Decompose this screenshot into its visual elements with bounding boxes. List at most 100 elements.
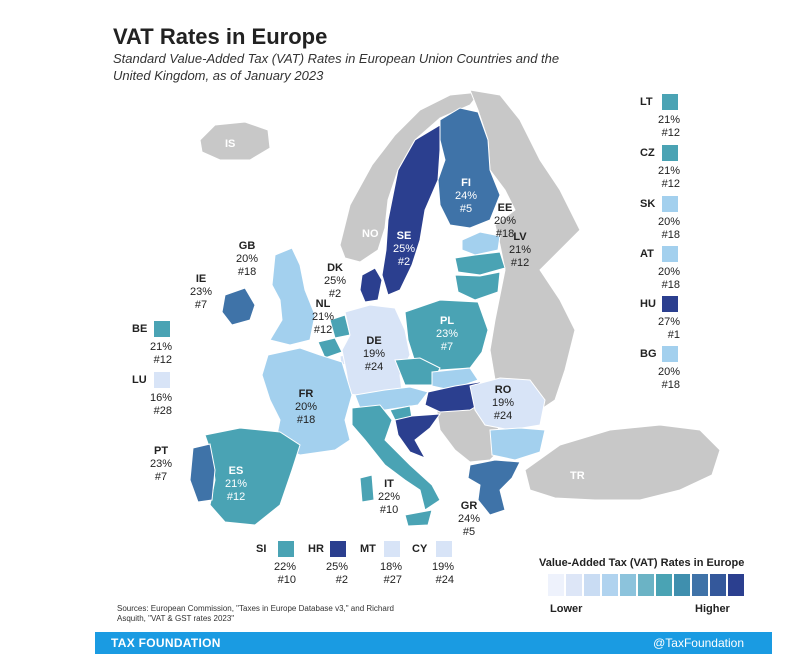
- italy-shape: [351, 404, 441, 511]
- label-de: DE 19% #24: [363, 335, 385, 374]
- label-no: NO: [362, 228, 379, 241]
- color-scale: [548, 574, 746, 601]
- label-se-code: SE: [396, 230, 412, 242]
- legend-si: SI 22% #10: [256, 541, 296, 587]
- spain-shape: [204, 427, 301, 526]
- label-de-rank: #24: [364, 361, 384, 373]
- scale-swatch: [656, 574, 672, 596]
- scale-swatch: [548, 574, 564, 596]
- scale-swatch: [710, 574, 726, 596]
- legend-hu: HU 27% #1: [628, 296, 680, 342]
- label-gb-rate: 20%: [236, 253, 259, 265]
- label-pt-code: PT: [153, 445, 169, 457]
- label-es: ES 21% #12: [225, 465, 247, 504]
- legend-sk-rate: 20%: [657, 216, 680, 228]
- label-ee-code: EE: [497, 202, 513, 214]
- scale-swatch: [638, 574, 654, 596]
- label-ro: RO 19% #24: [492, 384, 514, 423]
- label-de-rate: 19%: [363, 348, 386, 360]
- legend-lu: LU 16% #28: [120, 372, 172, 418]
- legend-mt-rank: #27: [383, 574, 402, 586]
- legend-lu-code: LU: [132, 374, 147, 386]
- legend-hu-rank: #1: [667, 329, 680, 341]
- legend-lt-code: LT: [640, 96, 653, 108]
- label-es-rate: 21%: [225, 478, 248, 490]
- non-eu-land: [199, 89, 721, 501]
- legend-cy-rate: 19%: [431, 561, 454, 573]
- legend-bg: BG 20% #18: [628, 346, 680, 392]
- legend-lu-rank: #28: [153, 405, 172, 417]
- legend-hr: HR 25% #2: [308, 541, 348, 587]
- croatia-shape: [394, 413, 442, 459]
- legend-be-code: BE: [132, 323, 148, 335]
- latvia-shape: [454, 251, 506, 276]
- legend-be-rank: #12: [153, 354, 172, 366]
- legend-cy-rank: #24: [435, 574, 454, 586]
- uk-shape: [269, 247, 316, 346]
- label-se: SE 25% #2: [393, 230, 415, 269]
- label-gr-rate: 24%: [458, 513, 481, 525]
- legend-cz: CZ 21% #12: [628, 145, 680, 191]
- legend-si-rate: 22%: [273, 561, 296, 573]
- label-ie-rate: 23%: [190, 286, 213, 298]
- label-gb-rank: #18: [237, 266, 257, 278]
- label-is: IS: [225, 138, 235, 151]
- label-fr-rank: #18: [296, 414, 316, 426]
- label-es-code: ES: [228, 465, 244, 477]
- legend-lt-swatch: [662, 94, 678, 110]
- legend-be-rate: 21%: [149, 341, 172, 353]
- poland-shape: [404, 299, 489, 371]
- legend-si-code: SI: [256, 543, 267, 555]
- label-tr: TR: [570, 470, 585, 483]
- legend-at-swatch: [662, 246, 678, 262]
- legend-cy: CY 19% #24: [412, 541, 454, 587]
- legend-hu-code: HU: [640, 298, 656, 310]
- scale-swatch: [584, 574, 600, 596]
- legend-cz-rate: 21%: [657, 165, 680, 177]
- legend-hr-code: HR: [308, 543, 324, 555]
- label-pl-rank: #7: [440, 341, 454, 353]
- legend-bg-rate: 20%: [657, 366, 680, 378]
- scale-swatch: [620, 574, 636, 596]
- footer-handle[interactable]: @TaxFoundation: [653, 636, 744, 650]
- label-pt-rate: 23%: [150, 458, 173, 470]
- legend-at-rate: 20%: [657, 266, 680, 278]
- footer-bar: TAX FOUNDATION @TaxFoundation: [95, 632, 772, 654]
- label-fi: FI 24% #5: [455, 177, 477, 216]
- label-dk-code: DK: [327, 262, 343, 274]
- lithuania-shape: [454, 271, 501, 301]
- finland-shape: [437, 107, 501, 229]
- legend-lu-rate: 16%: [149, 392, 172, 404]
- label-pt-rank: #7: [154, 471, 168, 483]
- label-nl-rank: #12: [313, 324, 333, 336]
- map-subtitle: Standard Value-Added Tax (VAT) Rates in …: [113, 51, 560, 83]
- label-ro-rank: #24: [493, 410, 513, 422]
- label-tr-code: TR: [570, 470, 585, 482]
- ireland-shape: [221, 287, 256, 326]
- denmark-shape: [359, 267, 383, 303]
- label-dk: DK 25% #2: [324, 262, 346, 301]
- scale-swatch: [692, 574, 708, 596]
- label-ee: EE 20% #18: [494, 202, 516, 241]
- label-fi-rank: #5: [459, 203, 473, 215]
- sardinia-shape: [359, 474, 375, 503]
- portugal-shape: [189, 443, 216, 503]
- legend-hr-rate: 25%: [325, 561, 348, 573]
- france-shape: [261, 347, 353, 456]
- scale-title: Value-Added Tax (VAT) Rates in Europe: [539, 557, 745, 569]
- legend-lt-rate: 21%: [657, 114, 680, 126]
- label-ro-code: RO: [494, 384, 512, 396]
- scale-swatch: [674, 574, 690, 596]
- eu-countries: [189, 107, 546, 527]
- iceland-shape: [199, 121, 271, 161]
- bulgaria-shape: [489, 427, 546, 461]
- label-se-rate: 25%: [393, 243, 416, 255]
- legend-mt-swatch: [384, 541, 400, 557]
- label-fr-code: FR: [298, 388, 314, 400]
- label-se-rank: #2: [397, 256, 411, 268]
- legend-bg-rank: #18: [661, 379, 680, 391]
- legend-bg-code: BG: [640, 348, 657, 360]
- label-gr-code: GR: [460, 500, 478, 512]
- label-de-code: DE: [366, 335, 382, 347]
